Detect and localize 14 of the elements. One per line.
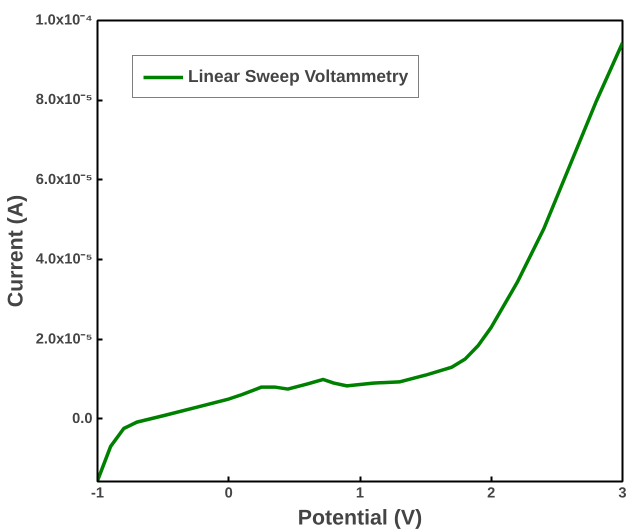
y-tick-label: 0.0 <box>72 410 92 427</box>
y-tick-label: 2.0x10⁻⁵ <box>36 331 93 348</box>
y-tick-label: 4.0x10⁻⁵ <box>36 252 93 268</box>
y-tick-label: 6.0x10⁻⁵ <box>36 172 93 188</box>
x-tick-label: 2 <box>487 486 496 502</box>
x-tick-label: -1 <box>90 486 104 502</box>
legend-label: Linear Sweep Voltammetry <box>188 66 408 87</box>
y-tick-label: 8.0x10⁻⁵ <box>36 92 93 108</box>
x-tick-label: 3 <box>618 486 627 502</box>
y-axis-title: Current (A) <box>3 194 28 308</box>
x-axis-title: Potential (V) <box>298 506 422 530</box>
x-tick-label: 0 <box>224 486 233 502</box>
x-tick-label: 1 <box>356 486 364 502</box>
y-tick-label: 1.0x10⁻⁴ <box>35 12 92 28</box>
